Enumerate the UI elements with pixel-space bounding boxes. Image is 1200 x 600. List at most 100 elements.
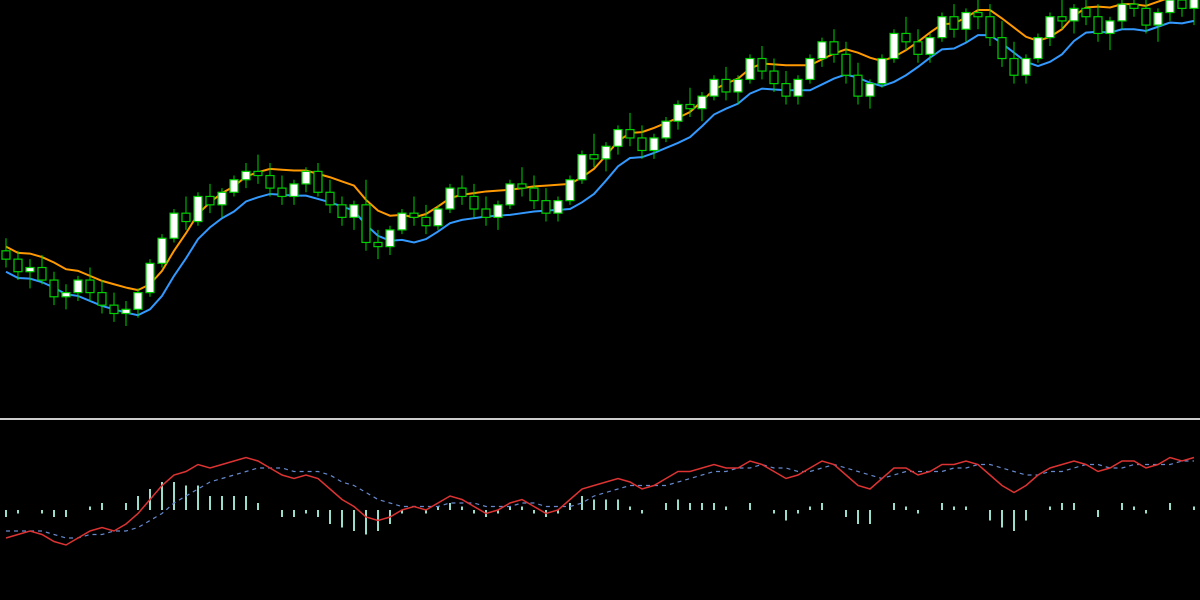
candle-body xyxy=(1106,21,1114,34)
candle-body xyxy=(878,59,886,84)
candle-body xyxy=(794,79,802,96)
candle-body xyxy=(1190,0,1198,8)
candle-body xyxy=(1058,17,1066,21)
candle-body xyxy=(146,263,154,292)
candle-body xyxy=(1154,13,1162,26)
candle-body xyxy=(830,42,838,55)
candle-body xyxy=(86,280,94,293)
candle-body xyxy=(986,17,994,38)
candle-body xyxy=(614,130,622,147)
candle-body xyxy=(626,130,634,138)
candle-body xyxy=(602,146,610,159)
candle-body xyxy=(1070,8,1078,21)
candle-body xyxy=(158,238,166,263)
candle-body xyxy=(422,217,430,225)
candle-body xyxy=(722,79,730,92)
candle-body xyxy=(62,293,70,297)
candle-body xyxy=(686,105,694,109)
candle-body xyxy=(590,155,598,159)
candle-body xyxy=(1094,17,1102,34)
candle-body xyxy=(374,242,382,246)
candle-body xyxy=(206,196,214,204)
candle-body xyxy=(50,280,58,297)
candle-body xyxy=(806,59,814,80)
candle-body xyxy=(122,309,130,313)
candle-body xyxy=(182,213,190,221)
candle-body xyxy=(1022,59,1030,76)
candle-body xyxy=(662,121,670,138)
candle-body xyxy=(2,251,10,259)
candle-body xyxy=(38,268,46,281)
candle-body xyxy=(554,201,562,214)
candle-body xyxy=(338,205,346,218)
macd-line xyxy=(6,458,1194,546)
candle-body xyxy=(950,17,958,30)
price-chart xyxy=(0,0,1200,418)
candle-body xyxy=(914,42,922,55)
candle-body xyxy=(506,184,514,205)
candle-body xyxy=(398,213,406,230)
candle-body xyxy=(242,171,250,179)
candle-body xyxy=(98,293,106,306)
candle-body xyxy=(74,280,82,293)
candle-body xyxy=(14,259,22,272)
candle-body xyxy=(254,171,262,175)
candle-body xyxy=(746,59,754,80)
candle-body xyxy=(854,75,862,96)
candle-body xyxy=(314,171,322,192)
candle-body xyxy=(866,84,874,97)
candle-body xyxy=(1034,38,1042,59)
candle-body xyxy=(218,192,226,205)
candle-body xyxy=(110,305,118,313)
candle-body xyxy=(770,71,778,84)
candle-body xyxy=(134,293,142,310)
candle-body xyxy=(458,188,466,196)
candle-body xyxy=(902,33,910,41)
macd-indicator-chart xyxy=(0,420,1200,600)
candle-body xyxy=(674,105,682,122)
candle-body xyxy=(230,180,238,193)
candle-body xyxy=(1118,4,1126,21)
candle-body xyxy=(170,213,178,238)
candle-body xyxy=(566,180,574,201)
candle-body xyxy=(1178,0,1186,8)
candle-body xyxy=(1010,59,1018,76)
candle-body xyxy=(482,209,490,217)
candle-body xyxy=(998,38,1006,59)
candle-body xyxy=(518,184,526,188)
candle-body xyxy=(530,188,538,201)
candle-body xyxy=(650,138,658,151)
candle-body xyxy=(1166,0,1174,13)
candle-body xyxy=(1046,17,1054,38)
candle-body xyxy=(278,188,286,196)
candle-body xyxy=(290,184,298,197)
candle-body xyxy=(326,192,334,205)
candle-body xyxy=(266,176,274,189)
candle-body xyxy=(542,201,550,214)
candle-body xyxy=(434,209,442,226)
candle-body xyxy=(1130,4,1138,8)
candle-body xyxy=(1142,8,1150,25)
candle-body xyxy=(362,205,370,243)
candle-body xyxy=(1082,8,1090,16)
candle-body xyxy=(446,188,454,209)
candle-body xyxy=(734,79,742,92)
candle-body xyxy=(698,96,706,109)
candle-body xyxy=(710,79,718,96)
candle-body xyxy=(926,38,934,55)
candle-body xyxy=(638,138,646,151)
candle-body xyxy=(842,54,850,75)
candle-body xyxy=(302,171,310,184)
candle-body xyxy=(782,84,790,97)
candle-body xyxy=(494,205,502,218)
candle-body xyxy=(194,196,202,221)
candle-body xyxy=(578,155,586,180)
candle-body xyxy=(26,268,34,272)
ma-upper-line xyxy=(6,0,1194,290)
candle-body xyxy=(350,205,358,218)
candle-body xyxy=(962,13,970,30)
candle-body xyxy=(758,59,766,72)
candle-body xyxy=(470,196,478,209)
candle-body xyxy=(890,33,898,58)
candle-body xyxy=(386,230,394,247)
